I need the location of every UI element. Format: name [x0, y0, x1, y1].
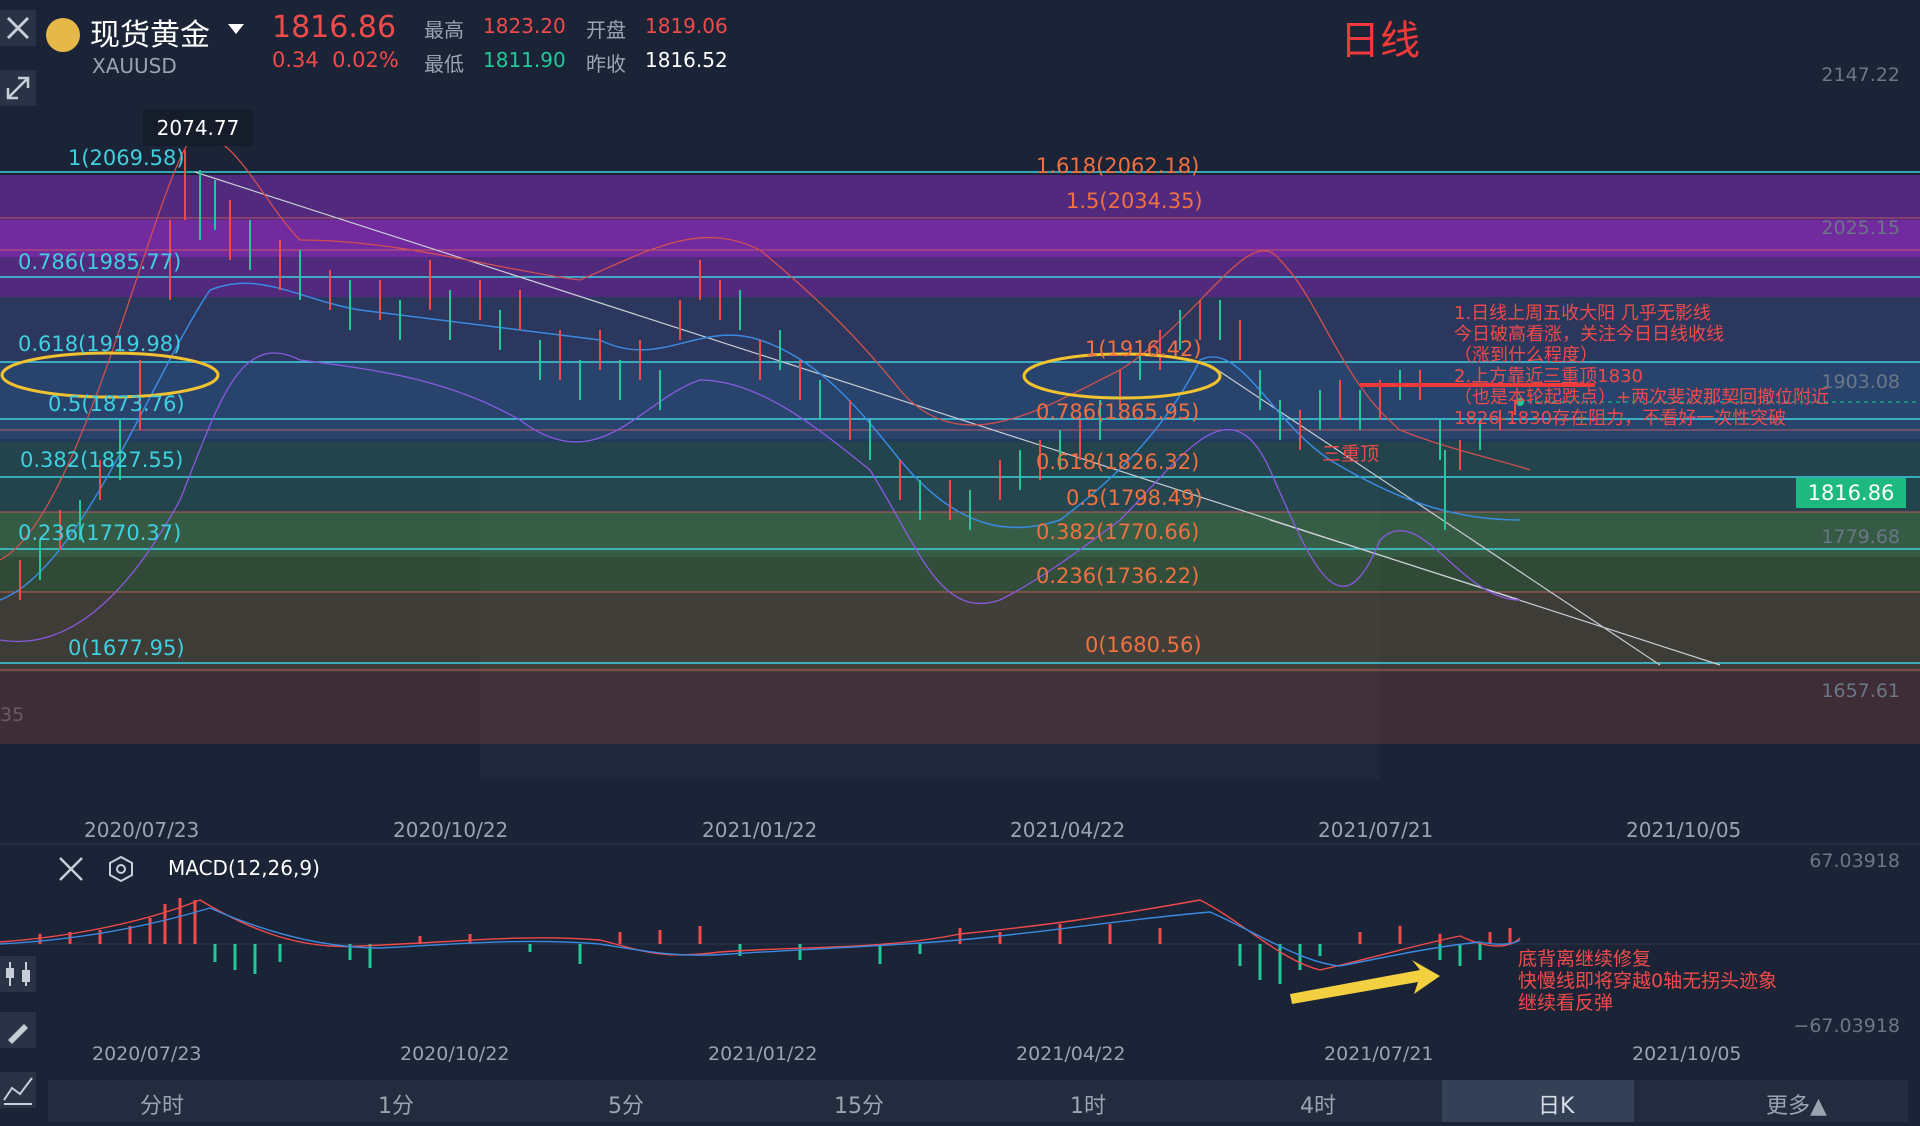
main-chart[interactable]: [0, 80, 1920, 845]
trendline-2: [1209, 364, 1661, 666]
price-change: 0.34 0.02%: [272, 48, 399, 72]
fib-label-right: 0.382(1770.66): [1036, 520, 1200, 544]
date-axis-label: 2020/07/23: [84, 818, 200, 842]
close-icon[interactable]: [56, 854, 86, 884]
tab-5min[interactable]: 5分: [608, 1094, 644, 1119]
price-axis-label: 1657.61: [1821, 680, 1900, 702]
high-tooltip: 2074.77: [143, 110, 253, 146]
bollinger-lower: [0, 352, 1521, 643]
candles-up: [19, 150, 1516, 600]
macd-axis-bottom: −67.03918: [1793, 1015, 1900, 1037]
price-axis-label: 2025.15: [1821, 217, 1900, 239]
timeframe-title: 日线: [1340, 18, 1420, 64]
fib-label-right: 1(1916.42): [1085, 337, 1202, 361]
macd-date-label: 2020/10/22: [400, 1043, 510, 1065]
macd-title: MACD(12,26,9): [168, 856, 320, 880]
symbol-name[interactable]: 现货黄金: [90, 18, 210, 53]
macd-date-label: 2021/07/21: [1324, 1043, 1434, 1065]
fib-bands: [0, 175, 1920, 744]
highlight-ellipse-left: [0, 351, 220, 399]
date-axis-label: 2021/04/22: [1010, 818, 1126, 842]
timeframe-tabs: 分时 1分 5分 15分 1时 4时 日K 更多▲: [48, 1080, 1908, 1122]
world-map-bg: [480, 480, 1380, 780]
fib-label-right: 0(1680.56): [1085, 633, 1202, 657]
fib-label-right: 0.618(1826.32): [1036, 450, 1200, 474]
current-price-tag: 1816.86: [1796, 478, 1906, 508]
pencil-icon[interactable]: [0, 1012, 36, 1048]
date-axis-label: 2020/10/22: [393, 818, 509, 842]
date-axis-label: 2021/07/21: [1318, 818, 1434, 842]
fib-lines: [0, 171, 1920, 664]
active-tab-highlight: [1442, 1080, 1634, 1122]
low-value: 1811.90: [483, 48, 566, 72]
fib-label-right: 1.618(2062.18): [1036, 154, 1200, 178]
symbol-code: XAUUSD: [92, 54, 177, 78]
macd-axis-top: 67.03918: [1809, 850, 1900, 872]
tab-15min[interactable]: 15分: [834, 1094, 884, 1119]
highlight-ellipse-right: [1022, 352, 1222, 400]
price-axis-label: 1903.08: [1821, 371, 1900, 393]
macd-date-label: 2021/01/22: [708, 1043, 818, 1065]
open-label: 开盘: [586, 18, 626, 42]
indicator-icon[interactable]: [0, 1072, 36, 1108]
candlestick-icon[interactable]: [0, 956, 36, 992]
fib-label-left: 0.618(1919.98): [18, 332, 182, 356]
chevron-down-icon[interactable]: [228, 24, 244, 34]
trendline-3: [1269, 519, 1521, 601]
last-price: 1816.86: [272, 10, 397, 45]
low-label: 最低: [424, 52, 464, 76]
fib-label-right: 0.5(1798.49): [1066, 486, 1203, 510]
settings-icon[interactable]: [106, 854, 136, 884]
fib-lines-right: [0, 217, 1920, 671]
macd-annotation: 底背离继续修复 快慢线即将穿越0轴无拐头迹象 继续看反弹: [1518, 948, 1778, 1014]
high-label: 最高: [424, 18, 464, 42]
tab-timeshare[interactable]: 分时: [140, 1094, 185, 1119]
macd-date-label: 2021/04/22: [1016, 1043, 1126, 1065]
fib-label-left: 0.786(1985.77): [18, 250, 182, 274]
gold-icon: [46, 18, 80, 52]
macd-date-label: 2020/07/23: [92, 1043, 202, 1065]
annotation-main: 1.日线上周五收大阳 几乎无影线 今日破高看涨，关注今日日线收线 （涨到什么程度…: [1454, 303, 1830, 429]
macd-panel: [0, 845, 1920, 1075]
macd-chart: [0, 898, 1920, 1004]
arrow-icon: [1290, 960, 1440, 1004]
fib-label-left: 1(2069.58): [68, 146, 185, 170]
close-icon[interactable]: [0, 10, 36, 46]
fib-label-right: 0.236(1736.22): [1036, 564, 1200, 588]
tab-1min[interactable]: 1分: [378, 1094, 414, 1119]
left-axis-label: 35: [0, 704, 25, 726]
triple-top-label: 三重顶: [1322, 443, 1380, 465]
tab-more[interactable]: 更多▲: [1766, 1094, 1827, 1119]
tab-daily[interactable]: 日K: [1538, 1094, 1575, 1119]
fib-label-right: 1.5(2034.35): [1066, 189, 1203, 213]
bollinger-mid: [0, 282, 1521, 601]
header: 现货黄金 XAUUSD 1816.86 0.34 0.02% 最高 1823.2…: [0, 0, 1920, 80]
price-axis-label: 1779.68: [1821, 526, 1900, 548]
expand-icon[interactable]: [0, 70, 36, 106]
date-axis-label: 2021/10/05: [1626, 818, 1742, 842]
fib-label-left: 0.382(1827.55): [20, 448, 184, 472]
tab-4hour[interactable]: 4时: [1300, 1094, 1336, 1119]
macd-date-label: 2021/10/05: [1632, 1043, 1742, 1065]
prev-close-value: 1816.52: [645, 48, 728, 72]
date-axis-label: 2021/01/22: [702, 818, 818, 842]
fib-label-left: 0(1677.95): [68, 636, 185, 660]
fib-label-left: 0.5(1873.76): [48, 392, 185, 416]
fib-label-left: 0.236(1770.37): [18, 521, 182, 545]
open-value: 1819.06: [645, 14, 728, 38]
prev-close-label: 昨收: [586, 52, 626, 76]
tab-1hour[interactable]: 1时: [1070, 1094, 1106, 1119]
price-axis-label: 2147.22: [1821, 64, 1900, 86]
high-value: 1823.20: [483, 14, 566, 38]
fib-label-right: 0.786(1865.95): [1036, 400, 1200, 424]
